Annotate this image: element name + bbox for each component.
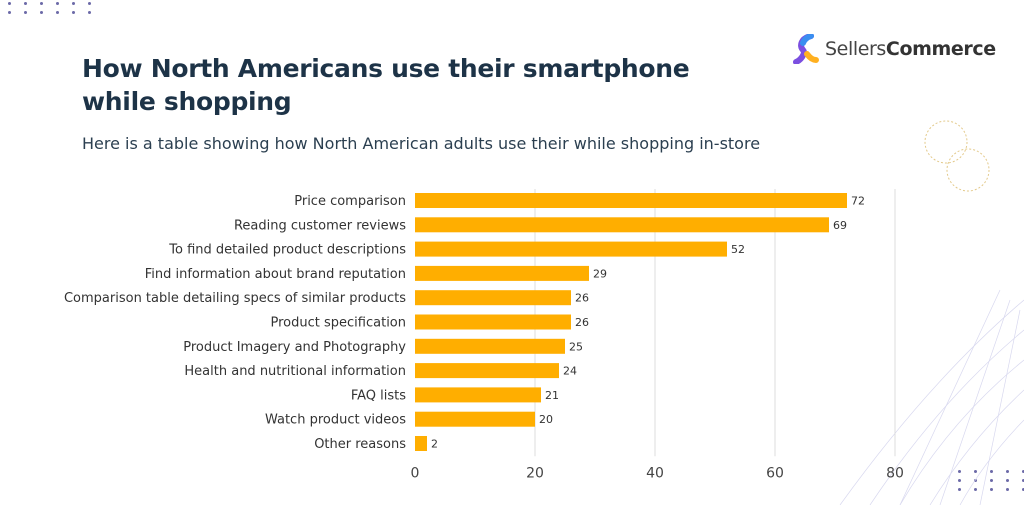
- bar: [415, 241, 727, 257]
- category-label: Comparison table detailing specs of simi…: [64, 291, 406, 306]
- data-label: 29: [593, 267, 607, 280]
- x-tick-label: 80: [886, 465, 904, 481]
- bar: [415, 411, 535, 427]
- data-label: 25: [569, 340, 583, 353]
- bar: [415, 363, 559, 379]
- category-label: Product Imagery and Photography: [183, 340, 406, 355]
- bar: [415, 290, 571, 306]
- x-tick-label: 60: [766, 465, 784, 481]
- bar: [415, 217, 829, 233]
- data-label: 69: [833, 219, 847, 232]
- category-label: Price comparison: [294, 194, 406, 209]
- bar: [415, 387, 541, 403]
- bar: [415, 265, 589, 281]
- category-label: Watch product videos: [265, 413, 406, 428]
- bar: [415, 314, 571, 330]
- data-label: 21: [545, 389, 559, 402]
- data-label: 26: [575, 316, 589, 329]
- category-label: FAQ lists: [351, 388, 406, 403]
- data-label: 52: [731, 243, 745, 256]
- x-tick-label: 20: [526, 465, 544, 481]
- bar: [415, 436, 427, 451]
- sellerscommerce-logo: SellersCommerce: [793, 34, 996, 64]
- page-subtitle: Here is a table showing how North Americ…: [82, 134, 761, 153]
- category-label: To find detailed product descriptions: [168, 243, 406, 258]
- bar: [415, 338, 565, 354]
- data-label: 24: [563, 365, 577, 378]
- x-tick-label: 0: [411, 465, 420, 481]
- decorative-dots-top-left: [8, 2, 98, 14]
- category-label: Reading customer reviews: [234, 218, 406, 233]
- x-tick-label: 40: [646, 465, 664, 481]
- data-label: 20: [539, 413, 553, 426]
- category-label: Product specification: [271, 316, 406, 331]
- category-label: Health and nutritional information: [184, 364, 406, 379]
- data-label: 26: [575, 292, 589, 305]
- data-label: 2: [431, 438, 438, 451]
- logo-mark-icon: [793, 34, 819, 64]
- category-label: Find information about brand reputation: [145, 267, 406, 282]
- category-label: Other reasons: [314, 437, 406, 452]
- page-title: How North Americans use their smartphone…: [82, 54, 690, 116]
- bar: [415, 193, 847, 208]
- logo-text: SellersCommerce: [825, 38, 996, 60]
- data-label: 72: [851, 195, 865, 208]
